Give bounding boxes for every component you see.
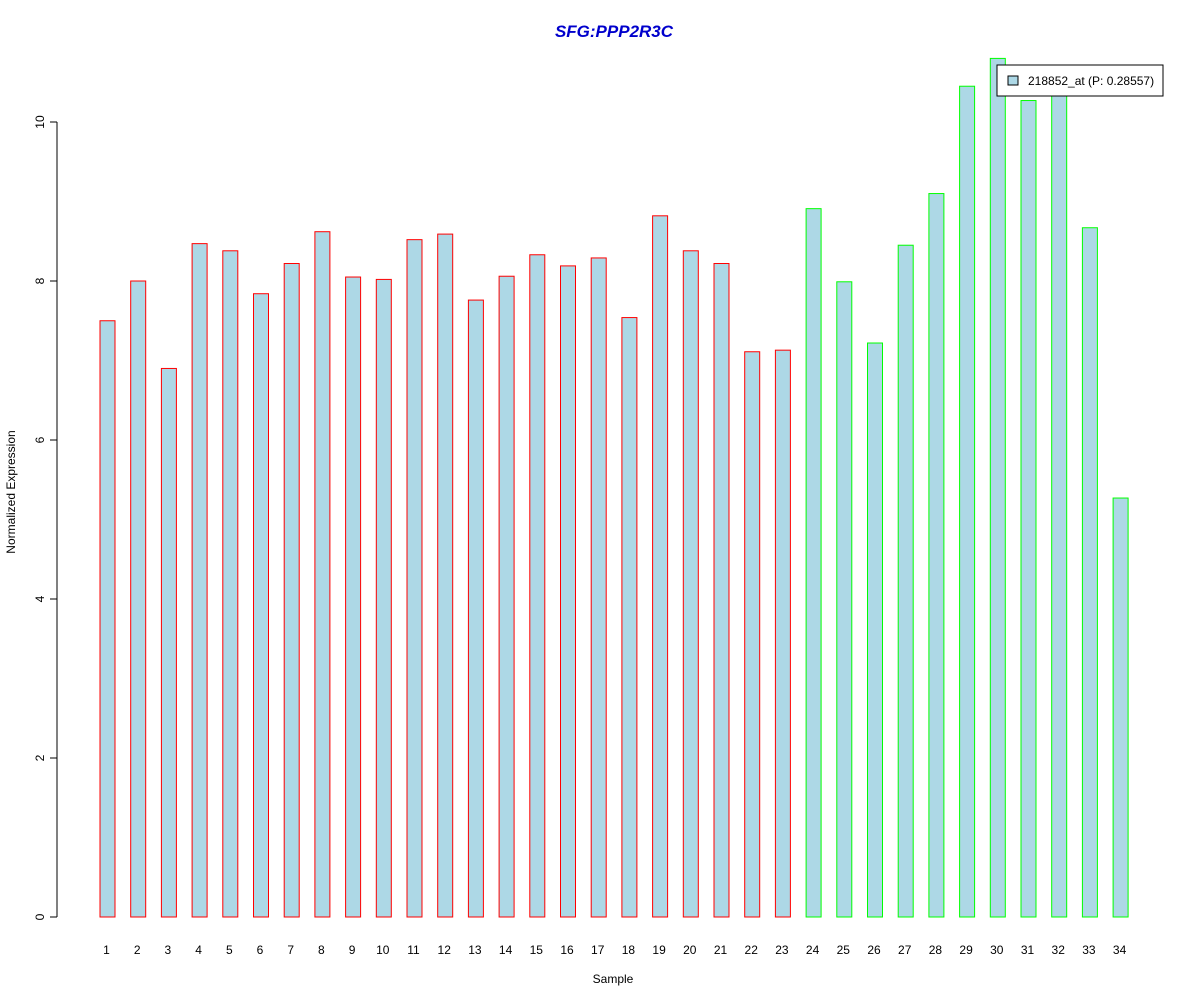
bar-sample-20: [682, 250, 699, 918]
x-tick-label: 3: [165, 943, 172, 957]
y-axis-label: Normalized Expression: [4, 430, 18, 553]
x-tick-label: 7: [287, 943, 294, 957]
x-tick-label: 32: [1052, 943, 1066, 957]
bar-sample-19: [652, 215, 669, 918]
bar-sample-8: [314, 231, 331, 918]
bar-sample-10: [375, 278, 392, 918]
x-tick-label: 27: [898, 943, 912, 957]
bar-sample-25: [836, 281, 853, 918]
x-tick-label: 18: [622, 943, 636, 957]
bar-sample-23: [774, 349, 791, 918]
x-tick-label: 24: [806, 943, 820, 957]
y-axis: 0 2 4 6 8 10: [33, 115, 58, 920]
x-tick-label: 12: [438, 943, 452, 957]
bar-sample-24: [805, 208, 822, 918]
bar-sample-27: [897, 244, 914, 918]
y-tick-label: 0: [33, 913, 47, 920]
x-axis: 1 2 3 4 5 6 7 8 9 10 11 12 13 14 15 16 17 18 19 20 21 22 23 24 2…: [103, 943, 1126, 957]
bar-sample-31: [1020, 100, 1037, 918]
legend-swatch: [1007, 75, 1019, 86]
x-tick-label: 5: [226, 943, 233, 957]
bar-sample-22: [744, 351, 761, 918]
bar-sample-9: [345, 276, 362, 918]
x-tick-label: 13: [468, 943, 482, 957]
x-tick-label: 6: [257, 943, 264, 957]
bar-sample-15: [529, 254, 546, 918]
bar-sample-26: [867, 342, 883, 918]
x-tick-label: 19: [652, 943, 666, 957]
x-tick-label: 29: [959, 943, 973, 957]
bar-sample-6: [253, 293, 269, 918]
x-tick-label: 30: [990, 943, 1004, 957]
x-tick-label: 31: [1021, 943, 1035, 957]
bars: [99, 57, 1129, 918]
x-tick-label: 1: [103, 943, 110, 957]
bar-sample-13: [467, 299, 484, 918]
chart-title: SFG:PPP2R3C: [555, 22, 674, 41]
x-tick-label: 15: [530, 943, 544, 957]
x-tick-label: 14: [499, 943, 513, 957]
bar-sample-33: [1081, 227, 1098, 918]
legend-box: [996, 64, 1164, 97]
x-tick-label: 16: [560, 943, 574, 957]
bar-sample-21: [713, 263, 730, 918]
bar-sample-1: [99, 320, 116, 918]
bar-sample-7: [283, 263, 300, 918]
x-tick-label: 21: [714, 943, 728, 957]
bar-sample-4: [191, 243, 208, 918]
x-tick-label: 34: [1113, 943, 1127, 957]
y-tick-label: 8: [33, 277, 47, 284]
x-tick-label: 17: [591, 943, 605, 957]
bar-sample-28: [928, 193, 945, 918]
legend-entry: 218852_at (P: 0.28557): [1028, 74, 1154, 88]
bar-sample-29: [959, 85, 976, 918]
y-tick-label: 10: [33, 115, 47, 129]
x-tick-label: 11: [407, 943, 420, 957]
bar-sample-30: [989, 57, 1006, 918]
y-tick-label: 6: [33, 436, 47, 443]
x-axis-label: Sample: [593, 972, 634, 986]
x-tick-label: 2: [134, 943, 141, 957]
bar-sample-3: [160, 367, 177, 918]
bar-sample-32: [1051, 93, 1068, 918]
x-tick-label: 23: [775, 943, 789, 957]
x-tick-label: 22: [745, 943, 759, 957]
bar-sample-17: [590, 257, 607, 918]
bar-sample-2: [130, 280, 147, 918]
x-tick-label: 33: [1082, 943, 1096, 957]
bar-sample-16: [560, 265, 576, 918]
bar-sample-18: [621, 317, 638, 918]
bar-sample-14: [498, 275, 515, 918]
x-tick-label: 4: [195, 943, 202, 957]
bar-sample-11: [406, 239, 423, 918]
x-tick-label: 28: [929, 943, 943, 957]
bar-sample-34: [1112, 497, 1129, 918]
legend: 218852_at (P: 0.28557): [996, 64, 1164, 97]
x-tick-label: 25: [837, 943, 851, 957]
x-tick-label: 26: [867, 943, 881, 957]
x-tick-label: 20: [683, 943, 697, 957]
y-tick-label: 4: [33, 595, 47, 602]
y-tick-label: 2: [33, 754, 47, 761]
x-tick-label: 10: [376, 943, 390, 957]
bar-sample-5: [222, 250, 239, 918]
bar-sample-12: [437, 233, 454, 918]
x-tick-label: 9: [349, 943, 356, 957]
x-tick-label: 8: [318, 943, 325, 957]
